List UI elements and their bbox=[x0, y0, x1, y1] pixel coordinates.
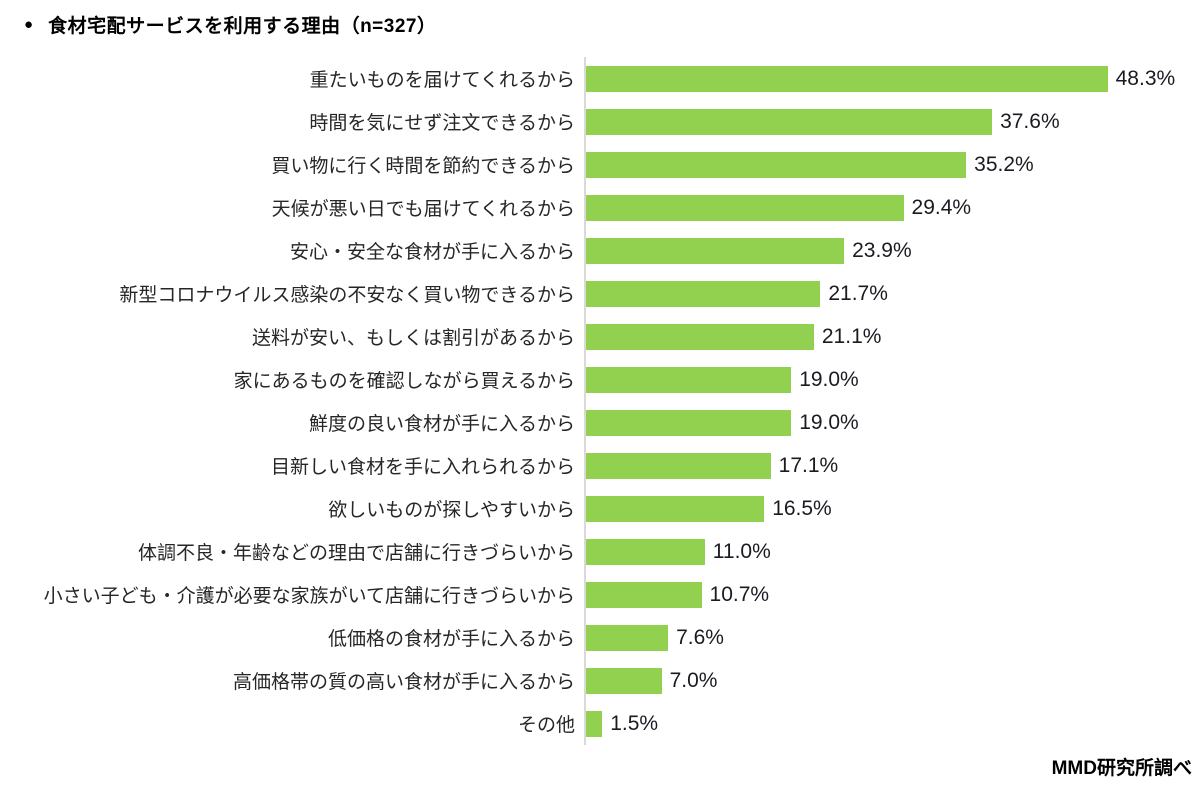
category-label: その他 bbox=[517, 715, 575, 736]
category-label: 重たいものを届けてくれるから bbox=[309, 70, 575, 91]
plot-area: 19.0% bbox=[584, 358, 1200, 401]
bar-chart: 重たいものを届けてくれるから 48.3% 時間を気にせず注文できるから 37.6% 買い… bbox=[0, 57, 1200, 745]
category-label: 目新しい食材を手に入れられるから bbox=[270, 457, 575, 478]
plot-area: 11.0% bbox=[584, 530, 1200, 573]
bar-row: 目新しい食材を手に入れられるから 17.1% bbox=[0, 444, 1200, 487]
value-label: 37.6% bbox=[1000, 109, 1060, 133]
plot-area: 19.0% bbox=[584, 401, 1200, 444]
bullet-icon: ● bbox=[24, 16, 34, 33]
bar bbox=[586, 710, 603, 737]
bar bbox=[586, 151, 967, 178]
value-label: 10.7% bbox=[709, 582, 770, 606]
plot-area: 7.6% bbox=[584, 616, 1200, 659]
bar bbox=[586, 581, 702, 608]
value-label: 1.5% bbox=[610, 711, 659, 735]
category-label: 低価格の食材が手に入るから bbox=[327, 629, 575, 650]
bar bbox=[586, 366, 792, 393]
bar-row: 低価格の食材が手に入るから 7.6% bbox=[0, 616, 1200, 659]
plot-area: 48.3% bbox=[584, 57, 1200, 100]
plot-area: 29.4% bbox=[584, 186, 1200, 229]
category-label: 新型コロナウイルス感染の不安なく買い物できるから bbox=[119, 285, 575, 306]
plot-area: 1.5% bbox=[584, 702, 1200, 745]
plot-area: 21.1% bbox=[584, 315, 1200, 358]
plot-area: 10.7% bbox=[584, 573, 1200, 616]
chart-title-row: ● 食材宅配サービスを利用する理由（n=327） bbox=[0, 0, 1200, 38]
category-label: 安心・安全な食材が手に入るから bbox=[289, 242, 575, 263]
bar-row: 小さい子ども・介護が必要な家族がいて店舗に行きづらいから 10.7% bbox=[0, 573, 1200, 616]
category-label: 小さい子ども・介護が必要な家族がいて店舗に行きづらいから bbox=[43, 586, 575, 607]
category-label: 買い物に行く時間を節約できるから bbox=[271, 156, 575, 177]
value-label: 35.2% bbox=[974, 152, 1034, 176]
category-label: 時間を気にせず注文できるから bbox=[309, 113, 575, 134]
bar-row: 時間を気にせず注文できるから 37.6% bbox=[0, 100, 1200, 143]
plot-area: 21.7% bbox=[584, 272, 1200, 315]
value-label: 19.0% bbox=[799, 410, 859, 434]
plot-area: 35.2% bbox=[584, 143, 1200, 186]
bar-row: 高価格帯の質の高い食材が手に入るから 7.0% bbox=[0, 659, 1200, 702]
value-label: 7.6% bbox=[676, 625, 724, 649]
value-label: 11.0% bbox=[712, 539, 771, 563]
value-label: 19.0% bbox=[799, 367, 859, 391]
bar bbox=[586, 323, 814, 350]
bar-row: 家にあるものを確認しながら買えるから 19.0% bbox=[0, 358, 1200, 401]
bar bbox=[586, 667, 662, 694]
plot-area: 16.5% bbox=[584, 487, 1200, 530]
bar bbox=[586, 409, 792, 436]
category-label: 送料が安い、もしくは割引があるから bbox=[251, 328, 575, 349]
value-label: 21.1% bbox=[821, 324, 882, 348]
bar-row: 欲しいものが探しやすいから 16.5% bbox=[0, 487, 1200, 530]
category-label: 体調不良・年齢などの理由で店舗に行きづらいから bbox=[137, 543, 575, 564]
bar bbox=[586, 495, 765, 522]
bar bbox=[586, 194, 904, 221]
value-label: 16.5% bbox=[772, 496, 832, 520]
category-label: 欲しいものが探しやすいから bbox=[328, 500, 575, 521]
bar-row: 天候が悪い日でも届けてくれるから 29.4% bbox=[0, 186, 1200, 229]
category-label: 家にあるものを確認しながら買えるから bbox=[233, 371, 575, 392]
bar-row: その他 1.5% bbox=[0, 702, 1200, 745]
bar-row: 安心・安全な食材が手に入るから 23.9% bbox=[0, 229, 1200, 272]
category-label: 高価格帯の質の高い食材が手に入るから bbox=[232, 672, 575, 693]
bar-row: 送料が安い、もしくは割引があるから 21.1% bbox=[0, 315, 1200, 358]
value-label: 21.7% bbox=[828, 281, 888, 305]
bar-row: 鮮度の良い食材が手に入るから 19.0% bbox=[0, 401, 1200, 444]
bar bbox=[586, 538, 705, 565]
plot-area: 23.9% bbox=[584, 229, 1200, 272]
plot-area: 7.0% bbox=[584, 659, 1200, 702]
bar bbox=[586, 452, 771, 479]
category-label: 鮮度の良い食材が手に入るから bbox=[308, 414, 575, 435]
bar bbox=[586, 624, 669, 651]
category-label: 天候が悪い日でも届けてくれるから bbox=[271, 199, 575, 220]
value-label: 7.0% bbox=[669, 668, 718, 692]
chart-title: 食材宅配サービスを利用する理由（n=327） bbox=[48, 16, 437, 37]
value-label: 23.9% bbox=[852, 238, 912, 262]
bar bbox=[586, 280, 821, 307]
value-label: 17.1% bbox=[778, 453, 839, 477]
value-label: 48.3% bbox=[1115, 66, 1176, 90]
plot-area: 37.6% bbox=[584, 100, 1200, 143]
bar-row: 重たいものを届けてくれるから 48.3% bbox=[0, 57, 1200, 100]
bar-row: 買い物に行く時間を節約できるから 35.2% bbox=[0, 143, 1200, 186]
bar-row: 新型コロナウイルス感染の不安なく買い物できるから 21.7% bbox=[0, 272, 1200, 315]
bar bbox=[586, 237, 845, 264]
bar bbox=[586, 65, 1108, 92]
plot-area: 17.1% bbox=[584, 444, 1200, 487]
bar-row: 体調不良・年齢などの理由で店舗に行きづらいから 11.0% bbox=[0, 530, 1200, 573]
value-label: 29.4% bbox=[911, 195, 972, 219]
bar bbox=[586, 108, 993, 135]
source-note: MMD研究所調べ bbox=[1051, 758, 1192, 779]
